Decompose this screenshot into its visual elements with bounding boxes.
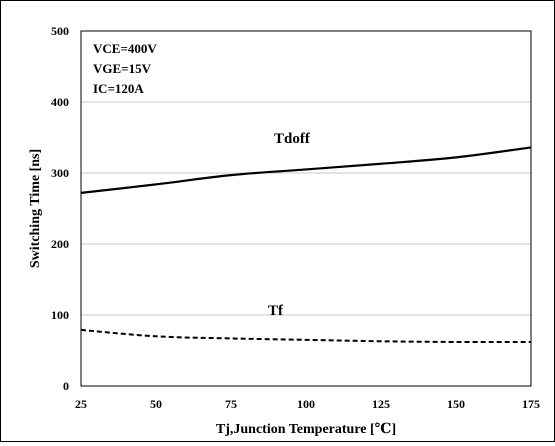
tick-labels: 0 100 200 300 400 500 25 50 75 100 125 150 175 xyxy=(51,24,540,411)
series-label-tdoff: Tdoff xyxy=(274,131,311,147)
series-line-tdoff xyxy=(80,146,532,194)
grid-lines xyxy=(81,101,531,316)
y-tick-label: 500 xyxy=(51,24,69,38)
plot-area xyxy=(80,30,532,387)
series-label-tf: Tf xyxy=(268,303,284,319)
x-tick-label: 175 xyxy=(522,397,540,411)
condition-annotations: VCE=400V VGE=15V IC=120A xyxy=(93,41,157,96)
series-line-tf xyxy=(80,328,532,344)
x-tick-label: 100 xyxy=(297,397,315,411)
condition-annotation: VCE=400V xyxy=(93,41,157,56)
y-tick-label: 200 xyxy=(51,237,69,251)
x-tick-label: 50 xyxy=(150,397,162,411)
series-group: Tdoff Tf xyxy=(80,131,532,344)
y-tick-label: 400 xyxy=(51,95,69,109)
y-axis-title: Switching Time [ns] xyxy=(28,149,43,268)
y-tick-label: 0 xyxy=(63,379,69,393)
x-tick-label: 150 xyxy=(447,397,465,411)
x-tick-label: 125 xyxy=(372,397,390,411)
condition-annotation: IC=120A xyxy=(93,81,144,96)
x-tick-label: 25 xyxy=(75,397,87,411)
x-axis-title: Tj,Junction Temperature [℃] xyxy=(216,422,396,437)
x-tick-label: 75 xyxy=(225,397,237,411)
y-tick-label: 300 xyxy=(51,166,69,180)
y-tick-label: 100 xyxy=(51,308,69,322)
condition-annotation: VGE=15V xyxy=(93,61,152,76)
